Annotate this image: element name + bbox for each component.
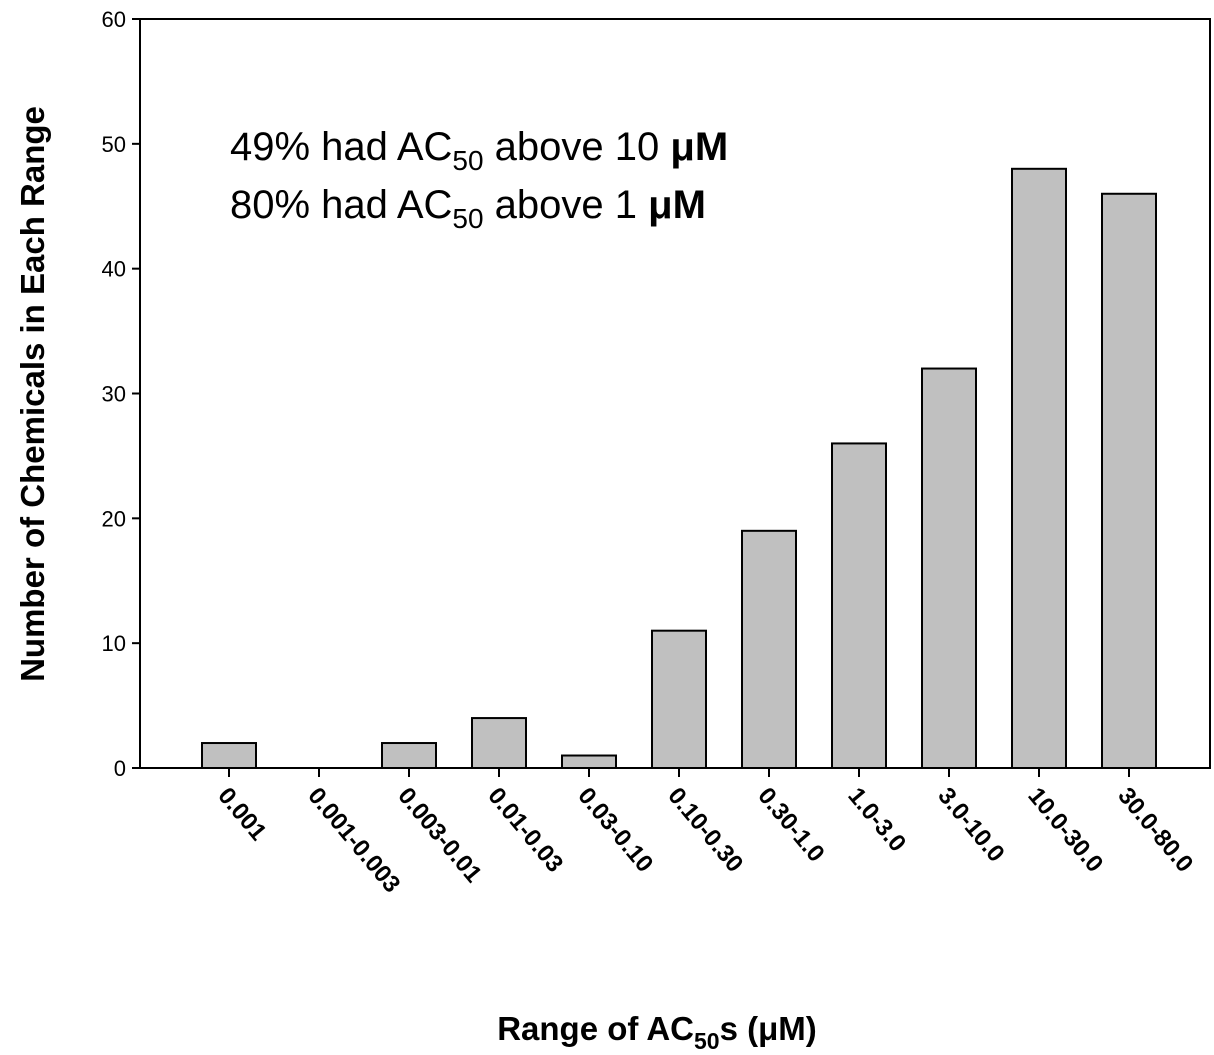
bar-3.0-10.0 bbox=[921, 367, 977, 769]
x-axis-title-subscript: 50 bbox=[694, 1028, 720, 1054]
x-tick-label-0.003-0.01: 0.003-0.01 bbox=[392, 783, 486, 888]
annotation-line-1: 49% had AC50 above 10 μM bbox=[230, 125, 728, 176]
x-tick-label-3.0-10.0: 3.0-10.0 bbox=[932, 783, 1009, 868]
x-tick-label-0.30-1.0: 0.30-1.0 bbox=[752, 783, 829, 868]
annotation-1-text-cont: above 10 bbox=[484, 125, 671, 169]
y-tick-label-20: 20 bbox=[102, 506, 126, 531]
plot-frame bbox=[139, 18, 1211, 769]
y-tick-label-60: 60 bbox=[102, 7, 126, 32]
x-axis-title: Range of AC50s (μM) bbox=[497, 1010, 817, 1054]
x-tick-label-1.0-3.0: 1.0-3.0 bbox=[842, 783, 911, 858]
annotation-1-subscript: 50 bbox=[452, 145, 483, 176]
annotation-1-text: 49% had AC bbox=[230, 125, 452, 169]
y-tick-label-40: 40 bbox=[102, 257, 126, 282]
bars-group bbox=[201, 167, 1157, 770]
annotation-1-unit: μM bbox=[670, 125, 728, 169]
x-tick-label-30.0-80.0: 30.0-80.0 bbox=[1112, 783, 1198, 878]
y-tick-label-50: 50 bbox=[102, 132, 126, 157]
x-tick-label-10.0-30.0: 10.0-30.0 bbox=[1022, 783, 1108, 878]
bar-1.0-3.0 bbox=[831, 442, 887, 769]
bar-0.001 bbox=[201, 742, 257, 769]
x-axis-title-unit: s (μM) bbox=[720, 1010, 817, 1047]
x-tick-label-0.001-0.003: 0.001-0.003 bbox=[302, 783, 405, 898]
x-tick-label-0.01-0.03: 0.01-0.03 bbox=[482, 783, 568, 878]
x-tick-label-0.03-0.10: 0.03-0.10 bbox=[572, 783, 658, 878]
annotation-2-text: 80% had AC bbox=[230, 183, 452, 227]
bar-0.03-0.10 bbox=[561, 754, 617, 769]
annotation-2-text-cont: above 1 bbox=[484, 183, 649, 227]
bar-0.10-0.30 bbox=[651, 629, 707, 770]
y-axis: 0 10 20 30 40 50 60 bbox=[102, 7, 140, 781]
x-tick-label-0.10-0.30: 0.10-0.30 bbox=[662, 783, 748, 878]
x-tick-label-0.001: 0.001 bbox=[212, 783, 271, 846]
y-tick-label-10: 10 bbox=[102, 631, 126, 656]
bar-30.0-80.0 bbox=[1101, 192, 1157, 769]
y-axis-title: Number of Chemicals in Each Range bbox=[14, 106, 51, 682]
x-axis-title-main: Range of AC bbox=[497, 1010, 694, 1047]
bar-0.003-0.01 bbox=[381, 742, 437, 769]
y-tick-label-30: 30 bbox=[102, 382, 126, 407]
y-tick-label-0: 0 bbox=[114, 756, 126, 781]
bar-0.30-1.0 bbox=[741, 529, 797, 769]
bar-0.01-0.03 bbox=[471, 717, 527, 769]
bar-10.0-30.0 bbox=[1011, 167, 1067, 770]
annotation-2-unit: μM bbox=[648, 183, 706, 227]
annotation-2-subscript: 50 bbox=[452, 203, 483, 234]
annotation-line-2: 80% had AC50 above 1 μM bbox=[230, 183, 706, 234]
